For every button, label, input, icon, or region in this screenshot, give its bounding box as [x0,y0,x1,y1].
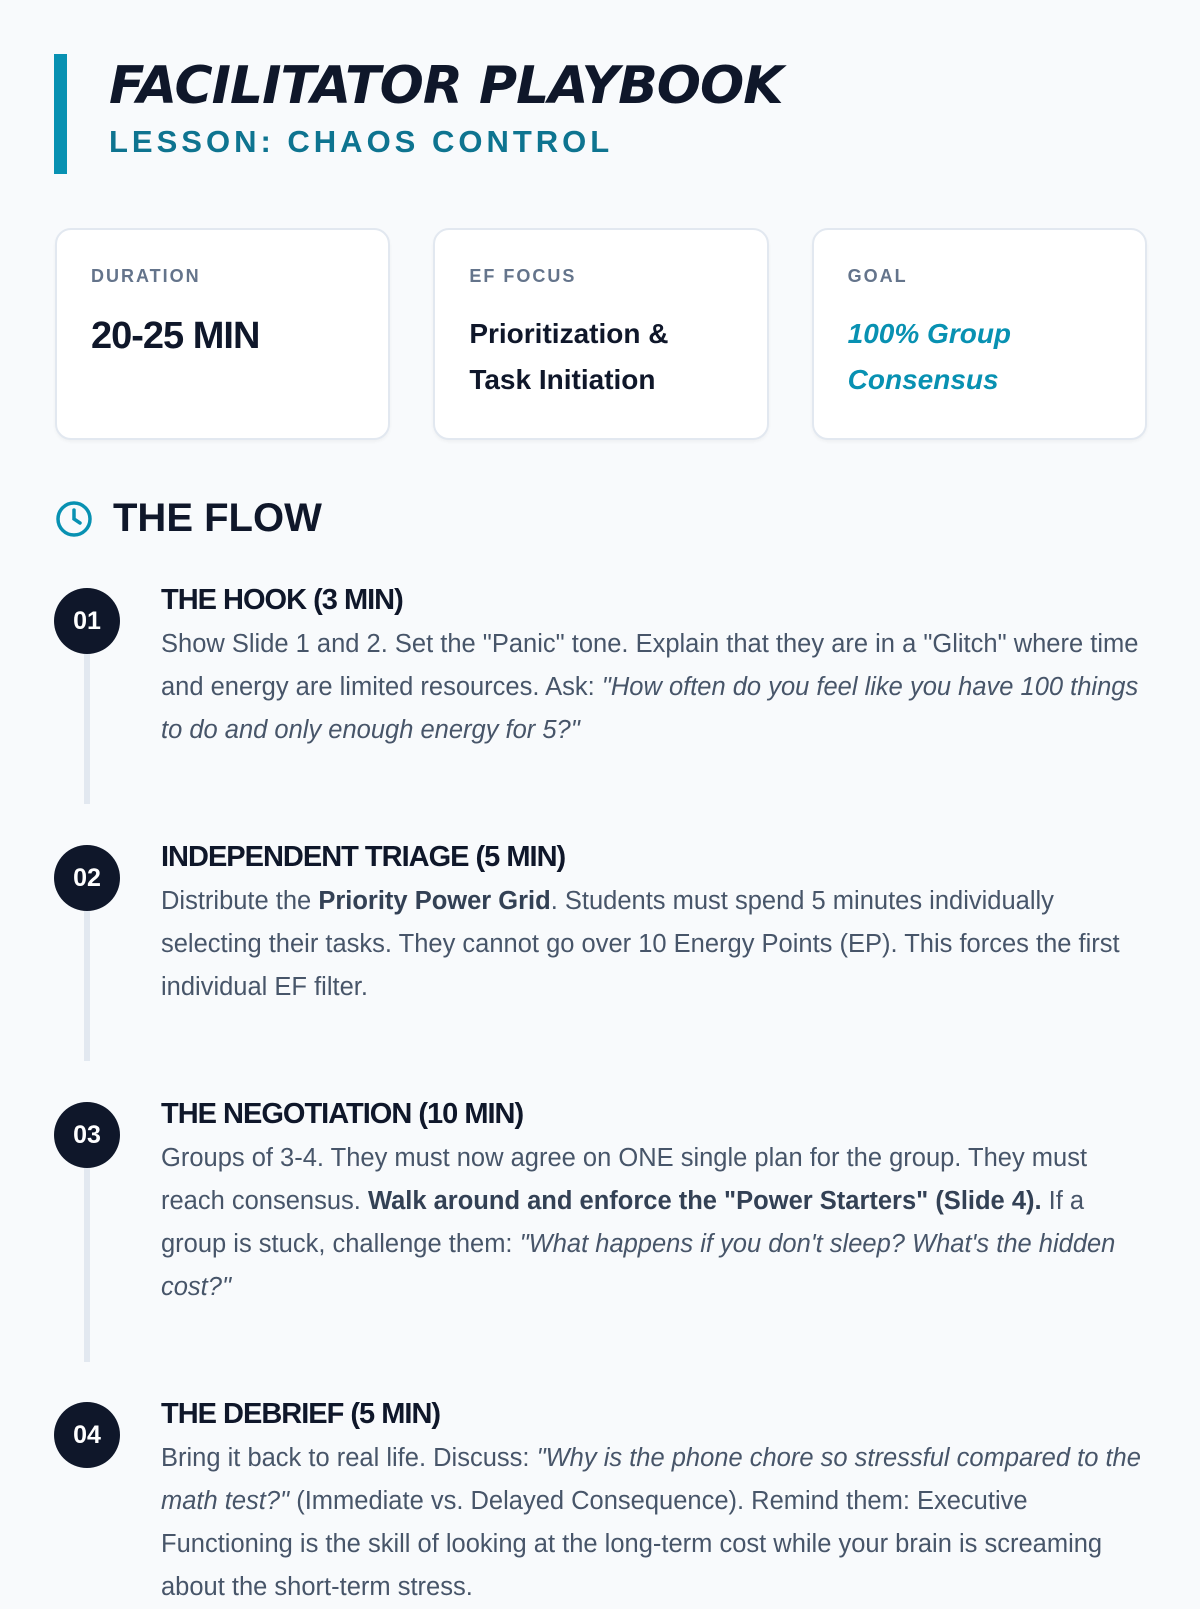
flow-step: 02 INDEPENDENT TRIAGE (5 MIN) Distribute… [54,841,1154,1061]
card-value: Prioritization & Task Initiation [469,318,669,395]
step-text: Groups of 3-4. They must now agree on ON… [161,1137,1154,1309]
info-cards: DURATION 20-25 MIN EF FOCUS Prioritizati… [55,228,1147,440]
step-number: 04 [54,1402,120,1468]
timeline-line [84,654,90,804]
text: Bring it back to real life. Discuss: [161,1444,537,1472]
step-number: 03 [54,1102,120,1168]
step-title: INDEPENDENT TRIAGE (5 MIN) [161,841,566,873]
card-label: EF FOCUS [469,266,577,286]
timeline-line [84,1168,90,1362]
step-number: 01 [54,588,120,654]
text: Show Slide 1 and 2. Set the "Panic" tone… [161,630,1139,701]
quote: "What happens if you don't sleep? What's… [161,1230,1116,1301]
flow-heading: THE FLOW [55,496,322,541]
text: Groups of 3-4. They must now agree on ON… [161,1144,1088,1215]
page-title: FACILITATOR PLAYBOOK [109,56,783,116]
step-title: THE HOOK (3 MIN) [161,584,404,616]
text: (Immediate vs. Delayed Consequence). Rem… [161,1487,1103,1601]
step-text: Distribute the Priority Power Grid. Stud… [161,880,1154,1009]
text: . Students must spend 5 minutes individu… [161,887,1120,1001]
quote: "How often do you feel like you have 100… [161,673,1139,744]
card-value: 100% Group Consensus [847,318,1012,395]
text: Distribute the [161,887,319,915]
quote: "Why is the phone chore so stressful com… [161,1444,1141,1515]
flow-step: 01 THE HOOK (3 MIN) Show Slide 1 and 2. … [54,584,1154,804]
card-label: DURATION [91,266,201,286]
step-number: 02 [54,845,120,911]
step-title: THE NEGOTIATION (10 MIN) [161,1098,524,1130]
card-label: GOAL [847,266,908,286]
duration-card: DURATION 20-25 MIN [55,228,391,440]
step-text: Bring it back to real life. Discuss: "Wh… [161,1437,1154,1609]
emphasis: Priority Power Grid [318,887,551,915]
lesson-subtitle: LESSON: CHAOS CONTROL [109,124,614,159]
clock-icon [56,500,92,537]
step-title: THE DEBRIEF (5 MIN) [161,1398,441,1430]
text: If a group is stuck, challenge them: [161,1187,1085,1258]
flow-step: 03 THE NEGOTIATION (10 MIN) Groups of 3-… [54,1098,1154,1362]
card-value: 20-25 MIN [91,315,260,357]
page-header: FACILITATOR PLAYBOOK LESSON: CHAOS CONTR… [54,54,783,174]
goal-card: GOAL 100% Group Consensus [811,228,1147,440]
flow-step: 04 THE DEBRIEF (5 MIN) Bring it back to … [54,1398,1154,1609]
step-text: Show Slide 1 and 2. Set the "Panic" tone… [161,623,1154,752]
flow-title: THE FLOW [113,496,322,540]
timeline-line [84,911,90,1061]
ef-focus-card: EF FOCUS Prioritization & Task Initiatio… [433,228,769,440]
emphasis: Walk around and enforce the "Power Start… [367,1187,1042,1215]
